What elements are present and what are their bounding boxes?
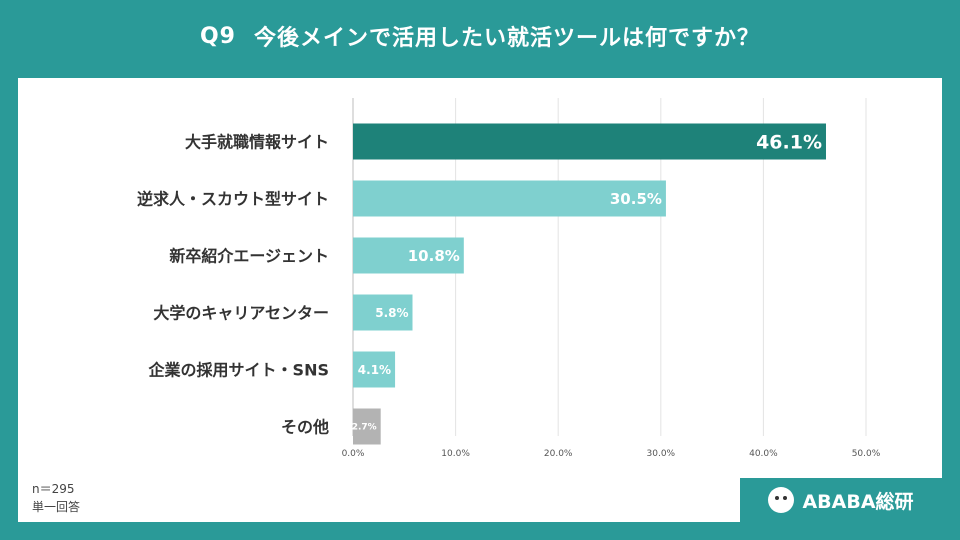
x-tick-label: 20.0% [544, 449, 573, 459]
brand-name: ABABA総研 [802, 490, 914, 513]
data-label: 2.7% [352, 423, 377, 433]
category-label: 新卒紹介エージェント [169, 247, 329, 266]
bar [353, 123, 826, 160]
chart-panel: 0.0% 10.0% 20.0% 30.0% 40.0% 50.0% 大手就職情報サイト 46… [18, 78, 942, 522]
alpaca-logo-icon [768, 487, 795, 513]
x-tick-label: 40.0% [749, 449, 778, 459]
bar [353, 180, 666, 217]
x-tick-label: 50.0% [852, 449, 881, 459]
brand-badge: ABABA総研 [740, 478, 942, 522]
category-label: その他 [281, 418, 329, 437]
bar [353, 237, 464, 274]
data-label: 10.8% [408, 247, 460, 265]
question-number: Q9 [199, 23, 236, 49]
bar-chart: 0.0% 10.0% 20.0% 30.0% 40.0% 50.0% 大手就職情報サイト 46… [137, 98, 881, 459]
x-tick-label: 30.0% [647, 449, 676, 459]
chart-title: Q9 今後メインで活用したい就活ツールは何ですか？ [0, 0, 960, 72]
sample-size-note: n＝295 [32, 482, 75, 496]
bar [353, 351, 396, 388]
data-label: 30.5% [610, 190, 662, 208]
data-label: 4.1% [358, 363, 391, 377]
category-label: 逆求人・スカウト型サイト [137, 190, 329, 209]
category-label: 企業の採用サイト・SNS [148, 361, 329, 380]
bar [353, 408, 381, 445]
x-tick-label: 10.0% [441, 449, 470, 459]
answer-type-note: 単一回答 [32, 500, 81, 514]
question-text: 今後メインで活用したい就活ツールは何ですか？ [254, 26, 761, 51]
data-label: 5.8% [375, 306, 408, 320]
category-label: 大学のキャリアセンター [153, 304, 329, 323]
x-tick-label: 0.0% [342, 449, 365, 459]
category-label: 大手就職情報サイト [185, 133, 329, 152]
bar [353, 294, 413, 331]
data-label: 46.1% [756, 131, 822, 153]
